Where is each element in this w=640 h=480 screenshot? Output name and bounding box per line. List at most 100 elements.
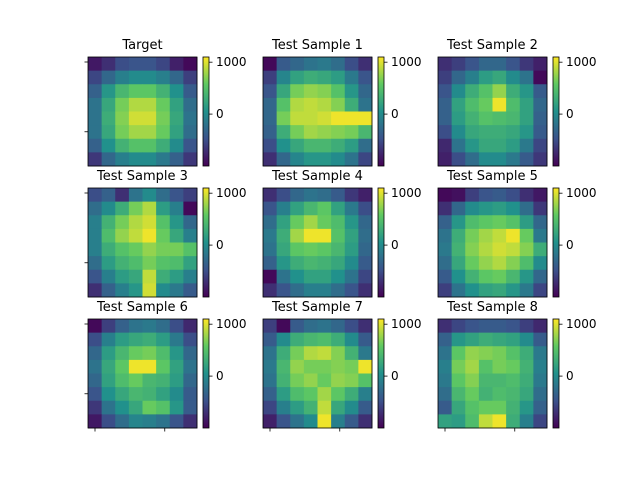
- heatmap-cell: [344, 400, 359, 415]
- heatmap-cell: [276, 152, 291, 167]
- heatmap-cell: [142, 138, 157, 153]
- heatmap-cell: [519, 269, 534, 284]
- heatmap-cell: [533, 201, 548, 216]
- heatmap-cell: [331, 57, 346, 72]
- heatmap-cell: [128, 242, 143, 257]
- heatmap-cell: [276, 125, 291, 140]
- heatmap-cell: [290, 188, 305, 203]
- heatmap-cell: [263, 400, 278, 415]
- heatmap-cell: [156, 152, 171, 167]
- heatmap-cell: [88, 373, 103, 388]
- heatmap-cell: [465, 228, 480, 243]
- axes-frame: [437, 187, 548, 298]
- heatmap-cell: [156, 215, 171, 230]
- heatmap-cell: [331, 359, 346, 374]
- heatmap-cell: [506, 111, 521, 126]
- heatmap-cell: [331, 256, 346, 271]
- heatmap-cell: [465, 346, 480, 361]
- heatmap-cell: [115, 97, 130, 112]
- panel-title: Target: [121, 38, 162, 53]
- heatmap-cell: [156, 269, 171, 284]
- heatmap-cell: [465, 373, 480, 388]
- heatmap-cell: [519, 201, 534, 216]
- heatmap-cell: [506, 215, 521, 230]
- heatmap-cell: [344, 70, 359, 85]
- heatmap-cell: [331, 84, 346, 99]
- heatmap-cell: [317, 215, 332, 230]
- heatmap-cell: [128, 57, 143, 72]
- heatmap-cell: [101, 373, 116, 388]
- heatmap-cell: [492, 152, 507, 167]
- heatmap-panel-3: Test Sample 2 0 1000: [437, 38, 597, 167]
- heatmap-cell: [142, 373, 157, 388]
- colorbar-tick-label: 1000: [566, 317, 597, 331]
- heatmap-cell: [344, 97, 359, 112]
- heatmap-cell: [451, 70, 466, 85]
- heatmap-cell: [88, 346, 103, 361]
- heatmap-cell: [438, 242, 453, 257]
- heatmap-cell: [290, 373, 305, 388]
- heatmap-cell: [183, 256, 198, 271]
- heatmap-cell: [451, 84, 466, 99]
- heatmap-cell: [317, 70, 332, 85]
- colorbar-tick-label: 1000: [391, 317, 422, 331]
- heatmap-cell: [115, 228, 130, 243]
- heatmap-cell: [303, 188, 318, 203]
- colorbar-tick-label: 1000: [216, 55, 247, 69]
- heatmap-cell: [128, 346, 143, 361]
- heatmap-cell: [519, 97, 534, 112]
- heatmap-cell: [290, 125, 305, 140]
- heatmap-cell: [533, 138, 548, 153]
- heatmap-cell: [465, 283, 480, 298]
- heatmap-cell: [492, 70, 507, 85]
- heatmap-cell: [101, 152, 116, 167]
- heatmap-cell: [128, 269, 143, 284]
- heatmap-cell: [88, 387, 103, 402]
- heatmap-cell: [451, 332, 466, 347]
- heatmap-cell: [142, 228, 157, 243]
- heatmap-cell: [533, 346, 548, 361]
- heatmap-cell: [88, 215, 103, 230]
- heatmap-cell: [290, 283, 305, 298]
- heatmap-cell: [465, 215, 480, 230]
- heatmap-cell: [438, 201, 453, 216]
- heatmap-cell: [169, 201, 184, 216]
- panel-title: Test Sample 5: [446, 169, 538, 184]
- heatmap-cell: [263, 283, 278, 298]
- heatmap-cell: [438, 57, 453, 72]
- heatmap-cell: [183, 111, 198, 126]
- heatmap-cell: [358, 283, 373, 298]
- heatmap-cell: [303, 84, 318, 99]
- heatmap-cell: [438, 346, 453, 361]
- heatmap-cell: [317, 188, 332, 203]
- heatmap-cell: [183, 138, 198, 153]
- heatmap-cell: [506, 70, 521, 85]
- colorbar-tick-label: 0: [566, 369, 574, 383]
- heatmap-cell: [128, 228, 143, 243]
- heatmap-cell: [101, 332, 116, 347]
- heatmap-cell: [533, 215, 548, 230]
- heatmap-cell: [519, 242, 534, 257]
- colorbar: [552, 318, 560, 429]
- heatmap-cell: [169, 228, 184, 243]
- colorbar-tick-label: 0: [216, 369, 224, 383]
- heatmap-cell: [344, 332, 359, 347]
- heatmap-cell: [438, 319, 453, 334]
- heatmap-cell: [115, 359, 130, 374]
- heatmap-cell: [451, 201, 466, 216]
- heatmap-cell: [101, 188, 116, 203]
- heatmap-cell: [303, 400, 318, 415]
- heatmap-cell: [115, 283, 130, 298]
- heatmap-cell: [263, 188, 278, 203]
- heatmap-cell: [478, 414, 493, 429]
- heatmap-cell: [358, 228, 373, 243]
- heatmap-cell: [317, 414, 332, 429]
- heatmap-cell: [128, 201, 143, 216]
- heatmap-cell: [303, 111, 318, 126]
- heatmap-cell: [451, 111, 466, 126]
- heatmap-cell: [492, 201, 507, 216]
- heatmap-cell: [344, 84, 359, 99]
- heatmap-cell: [492, 256, 507, 271]
- heatmap-cell: [276, 283, 291, 298]
- heatmap-cell: [128, 400, 143, 415]
